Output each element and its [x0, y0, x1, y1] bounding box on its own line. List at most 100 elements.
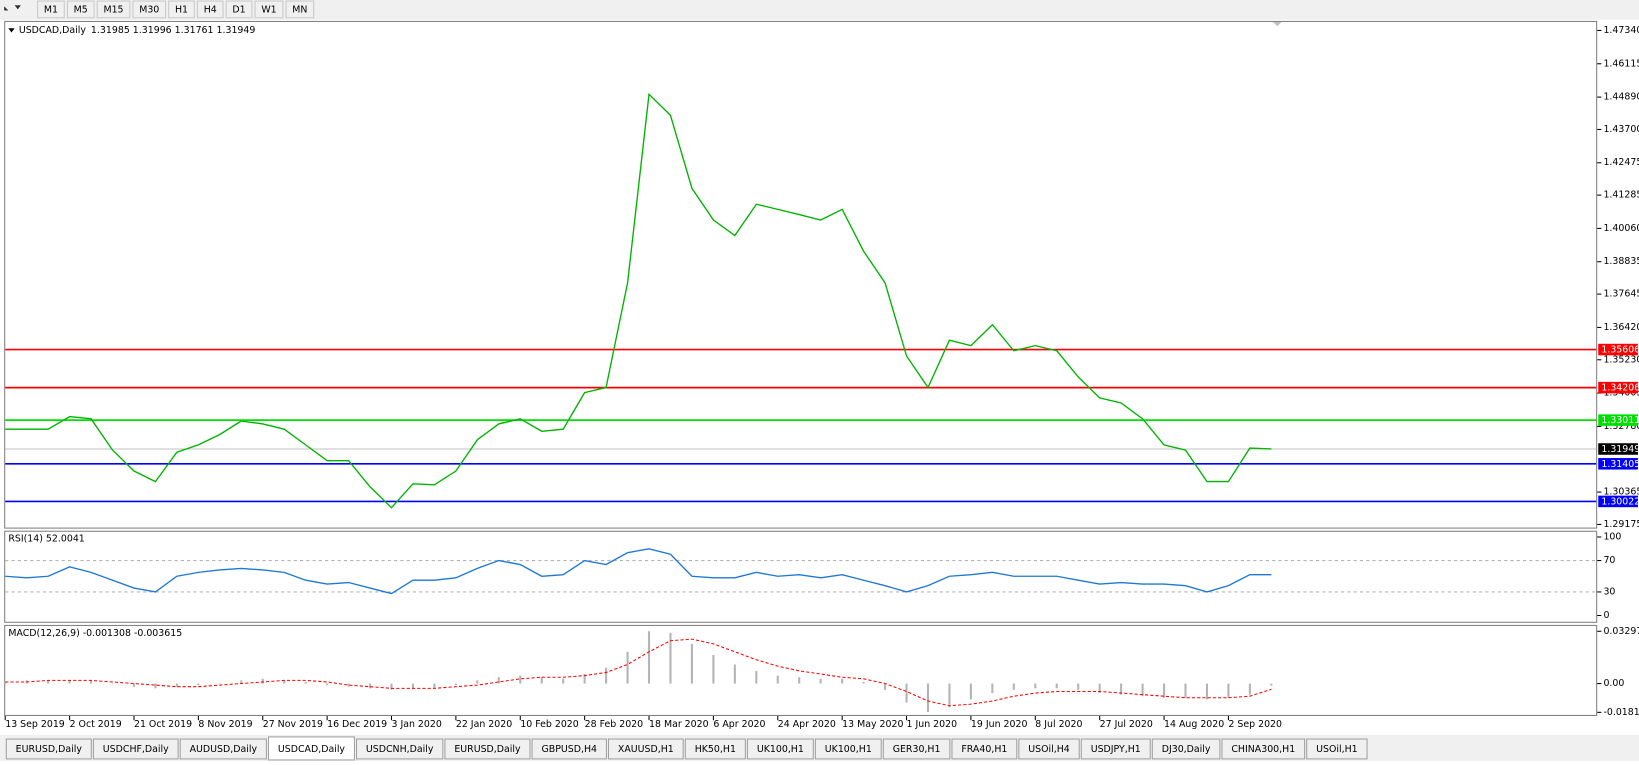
macd-title: MACD(12,26,9) -0.001308 -0.003615 — [8, 628, 182, 639]
symbol-tab[interactable] — [355, 738, 444, 760]
macd-bar — [819, 678, 822, 684]
y-tick-label: 1.47340 — [1603, 25, 1639, 36]
tab-label[interactable]: UK100,H1 — [757, 744, 804, 755]
tab-label[interactable]: GER30,H1 — [893, 744, 941, 755]
timeframe-button[interactable] — [254, 0, 284, 19]
tab-label[interactable]: CHINA300,H1 — [1231, 744, 1295, 755]
symbol-tab[interactable] — [684, 738, 746, 760]
tab-label[interactable]: EURUSD,Daily — [16, 744, 83, 755]
symbol-tab[interactable] — [1221, 738, 1306, 760]
tab-label[interactable]: USDCHF,Daily — [103, 744, 169, 755]
symbol-tab[interactable] — [1080, 738, 1151, 760]
timeframe-label[interactable]: M1 — [44, 4, 58, 15]
symbol-tab[interactable] — [882, 738, 951, 760]
macd-bar — [669, 632, 672, 684]
x-tick-label: 13 May 2020 — [842, 719, 903, 730]
x-tick-label: 2 Sep 2020 — [1228, 719, 1282, 730]
timeframe-button[interactable] — [285, 0, 315, 19]
y-tick-label: 0 — [1603, 610, 1609, 621]
macd-bar — [1205, 683, 1209, 700]
y-tick-label: 30 — [1603, 586, 1615, 597]
macd-bar — [1227, 683, 1230, 698]
symbol-tab[interactable] — [5, 738, 92, 760]
tab-label[interactable]: USOil,H4 — [1028, 744, 1070, 755]
chart-title: USDCAD,Daily — [19, 25, 87, 36]
timeframe-label[interactable]: M15 — [103, 4, 123, 15]
timeframe-button[interactable] — [225, 0, 253, 19]
toolbar-icon[interactable] — [4, 5, 21, 11]
macd-bar — [390, 683, 393, 690]
y-tick-label: 1.40060 — [1603, 223, 1639, 234]
symbol-tab[interactable] — [746, 738, 814, 760]
timeframe-label[interactable]: D1 — [232, 4, 245, 15]
macd-bar — [862, 681, 865, 684]
macd-bar — [411, 683, 415, 689]
tab-label[interactable]: XAUUSD,H1 — [618, 744, 674, 755]
macd-bar — [1034, 683, 1037, 689]
tab-label[interactable]: FRA40,H1 — [961, 744, 1007, 755]
macd-bar — [540, 677, 543, 684]
tab-label[interactable]: AUDUSD,Daily — [190, 744, 258, 755]
y-tick-label: 70 — [1603, 555, 1615, 566]
y-tick-label: 0.032972 — [1603, 626, 1639, 637]
tab-label[interactable]: UK100,H1 — [825, 744, 872, 755]
price-level-label: 1.31949 — [1601, 444, 1639, 455]
timeframe-button[interactable] — [66, 0, 95, 19]
y-tick-label: 1.44890 — [1603, 92, 1639, 103]
timeframe-label[interactable]: H4 — [204, 4, 217, 15]
y-tick-label: 1.36420 — [1603, 322, 1639, 333]
tab-label[interactable]: GBPUSD,H4 — [541, 744, 597, 755]
tab-label[interactable]: EURUSD,Daily — [454, 744, 521, 755]
tab-label[interactable]: DJ30,Daily — [1162, 744, 1211, 755]
timeframe-button[interactable] — [196, 0, 224, 19]
symbol-tab[interactable] — [531, 738, 607, 760]
x-tick-label: 8 Nov 2019 — [198, 719, 252, 730]
y-tick-label: 1.37645 — [1603, 289, 1639, 300]
macd-bar — [1012, 683, 1015, 690]
timeframe-button[interactable] — [168, 0, 195, 19]
tab-label[interactable]: USDCAD,Daily — [278, 744, 346, 755]
collapse-icon — [8, 28, 15, 33]
symbol-tab[interactable] — [179, 738, 267, 760]
timeframe-label[interactable]: MN — [292, 4, 307, 15]
symbol-tab[interactable] — [607, 738, 684, 760]
macd-bar — [90, 680, 93, 684]
timeframe-label[interactable]: M5 — [74, 4, 88, 15]
symbol-tab[interactable] — [951, 738, 1018, 760]
timeframe-button[interactable] — [132, 0, 167, 19]
tab-label[interactable]: USDJPY,H1 — [1091, 744, 1141, 755]
symbol-tab[interactable] — [1306, 738, 1368, 760]
macd-bar — [969, 683, 972, 700]
x-tick-label: 27 Nov 2019 — [263, 719, 323, 730]
x-tick-label: 22 Jan 2020 — [456, 719, 512, 730]
price-pane — [4, 20, 1598, 529]
y-tick-label: 1.43700 — [1603, 124, 1639, 135]
symbol-tab[interactable] — [267, 736, 355, 761]
tab-label[interactable]: HK50,H1 — [695, 744, 736, 755]
price-level-label: 1.33011 — [1601, 415, 1639, 426]
timeframe-label[interactable]: W1 — [261, 4, 276, 15]
x-tick-label: 6 Apr 2020 — [713, 719, 765, 730]
symbol-tab[interactable] — [1151, 738, 1221, 760]
tab-label[interactable]: USDCNH,Daily — [366, 744, 434, 755]
macd-bar — [690, 643, 693, 684]
y-tick-label: 1.35230 — [1603, 354, 1639, 365]
tab-label[interactable]: USOil,H1 — [1316, 744, 1358, 755]
timeframe-label[interactable]: M30 — [139, 4, 159, 15]
macd-bar — [647, 631, 651, 684]
macd-bar — [368, 683, 372, 689]
timeframe-label[interactable]: H1 — [175, 4, 188, 15]
symbol-tab[interactable] — [814, 738, 882, 760]
symbol-tab[interactable] — [444, 738, 531, 760]
timeframe-button[interactable] — [96, 0, 131, 19]
macd-bar — [776, 675, 779, 684]
symbol-tab[interactable] — [1018, 738, 1080, 760]
price-level-label: 1.34206 — [1601, 383, 1639, 394]
symbol-tab[interactable] — [92, 738, 179, 760]
y-tick-label: 100 — [1603, 531, 1621, 542]
price-level-box — [1598, 414, 1638, 426]
timeframe-button[interactable] — [37, 0, 65, 19]
macd-bar — [712, 655, 715, 684]
macd-bar — [1098, 683, 1101, 694]
macd-bar — [47, 680, 50, 684]
